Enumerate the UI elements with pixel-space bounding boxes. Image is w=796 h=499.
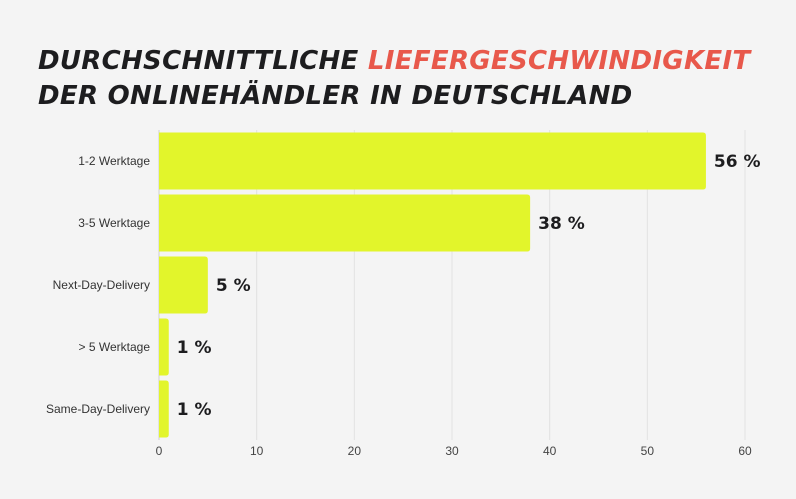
x-tick-label-40: 40 bbox=[543, 444, 557, 458]
category-label-2: Next-Day-Delivery bbox=[53, 278, 150, 292]
data-label-0: 56 % bbox=[714, 152, 761, 172]
x-tick-label-20: 20 bbox=[348, 444, 362, 458]
chart-title: DURCHSCHNITTLICHE LIEFERGESCHWINDIGKEIT … bbox=[38, 44, 750, 114]
bar-4 bbox=[159, 380, 169, 438]
bar-1 bbox=[159, 194, 531, 252]
title-line-2: DER ONLINEHÄNDLER IN DEUTSCHLAND bbox=[38, 81, 633, 111]
x-tick-label-0: 0 bbox=[156, 444, 163, 458]
bar-0 bbox=[159, 132, 706, 190]
category-label-4: Same-Day-Delivery bbox=[46, 402, 150, 416]
title-highlight: LIEFERGESCHWINDIGKEIT bbox=[367, 46, 751, 76]
category-label-0: 1-2 Werktage bbox=[78, 154, 150, 168]
category-label-3: > 5 Werktage bbox=[79, 340, 151, 354]
bar-2 bbox=[159, 256, 208, 314]
x-tick-label-50: 50 bbox=[641, 444, 655, 458]
data-label-2: 5 % bbox=[216, 276, 251, 296]
data-label-3: 1 % bbox=[177, 338, 212, 358]
x-tick-label-10: 10 bbox=[250, 444, 264, 458]
data-label-4: 1 % bbox=[177, 400, 212, 420]
labels: 0 10 20 30 40 50 60 1-2 Werktage 56 % 3-5 Werktag… bbox=[46, 152, 761, 458]
data-label-1: 38 % bbox=[538, 214, 585, 234]
bar-3 bbox=[159, 318, 169, 376]
x-tick-label-30: 30 bbox=[445, 444, 459, 458]
category-label-1: 3-5 Werktage bbox=[78, 216, 150, 230]
x-tick-label-60: 60 bbox=[738, 444, 752, 458]
bars bbox=[159, 132, 706, 438]
title-part-1: DURCHSCHNITTLICHE bbox=[38, 46, 368, 76]
